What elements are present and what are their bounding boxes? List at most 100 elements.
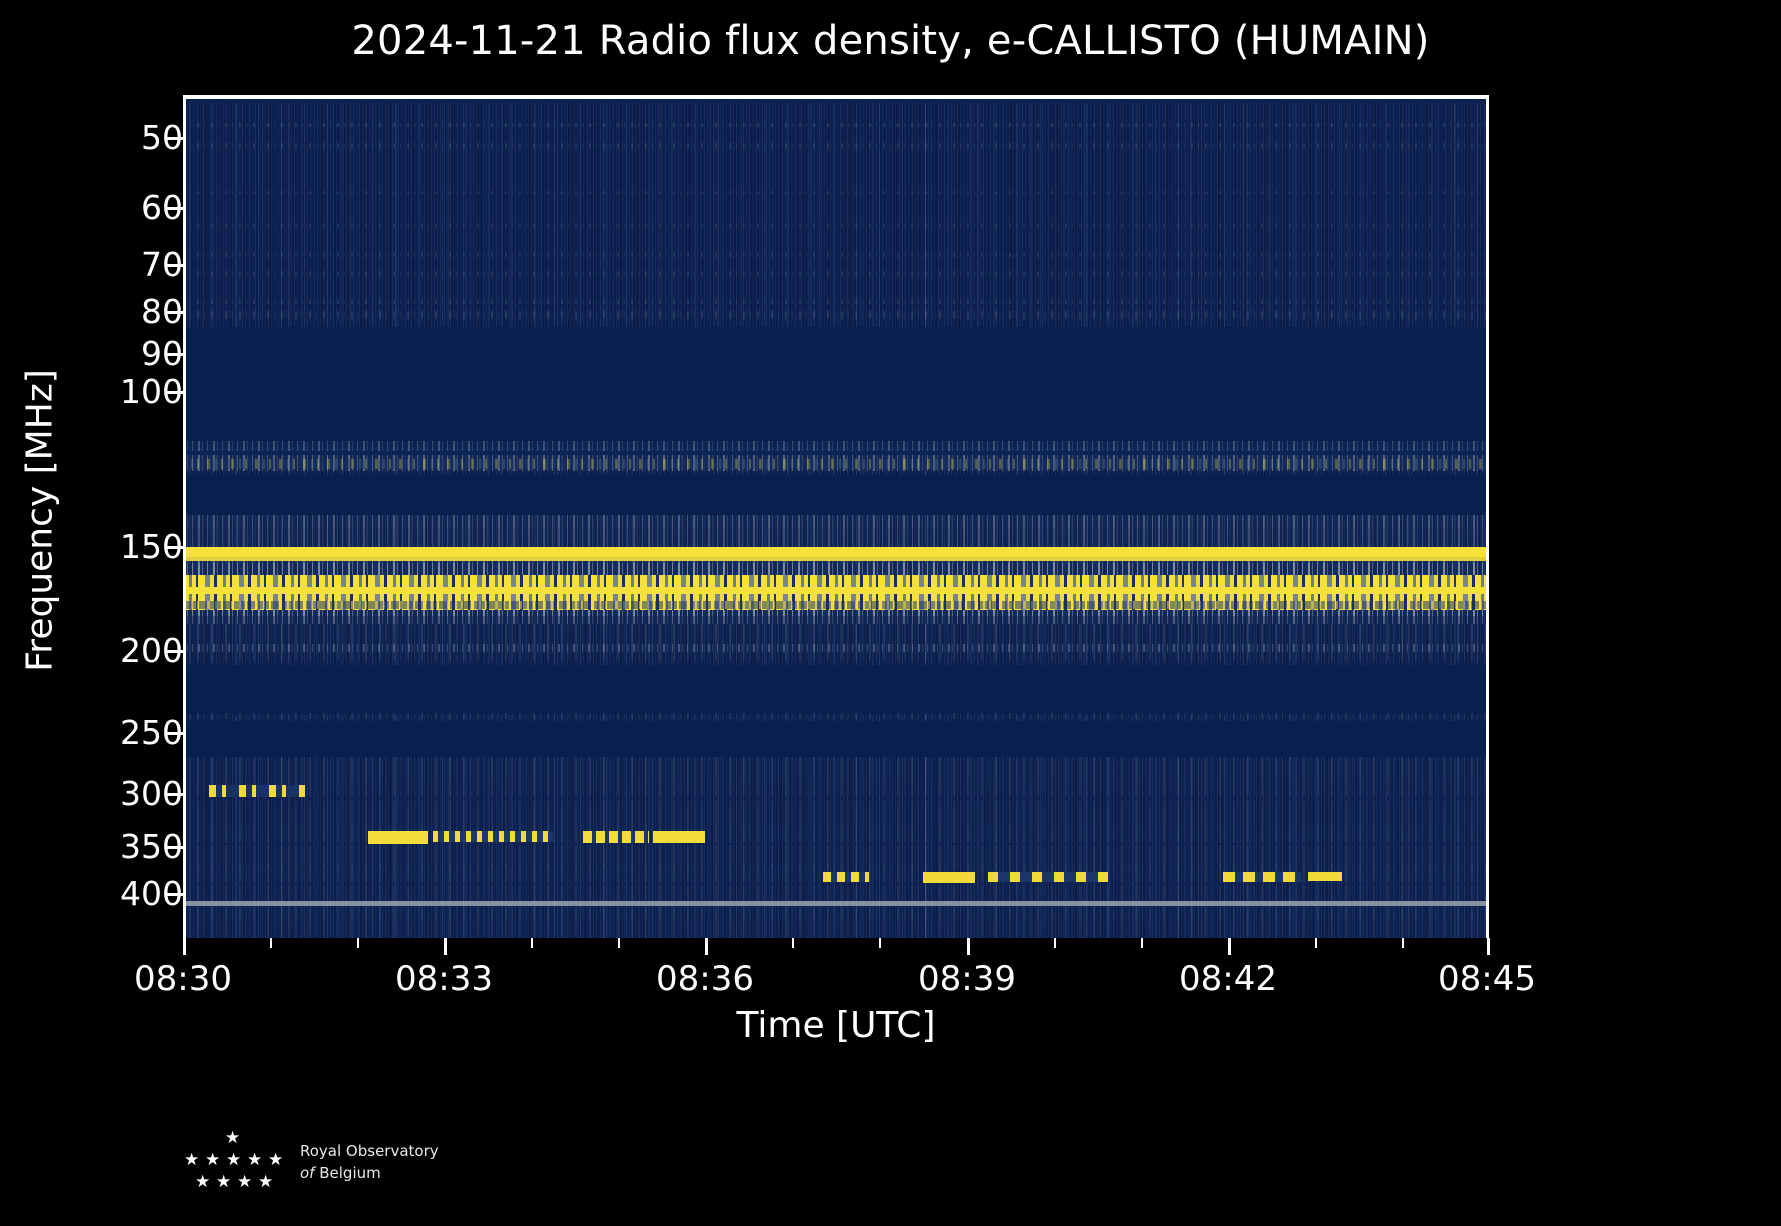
star-icon: ★	[226, 1150, 242, 1170]
burst-350mhz-0836a	[583, 831, 649, 843]
star-icon: ★	[268, 1150, 284, 1170]
xtick-label-0836: 08:36	[656, 959, 754, 999]
star-icon: ★	[184, 1150, 200, 1170]
edge-line-405mhz	[183, 901, 1489, 906]
rfi-burst-125mhz	[183, 459, 1489, 469]
ytick-label-70: 70	[141, 245, 183, 284]
band-82mhz	[183, 311, 1489, 319]
royal-observatory-logo: ★ ★ ★ ★ ★ ★ ★ ★ ★ ★ Royal Observatory of…	[178, 1130, 598, 1206]
plot-top-shade	[183, 95, 1489, 103]
ytick-label-400: 400	[120, 874, 183, 913]
xtick-0840	[1054, 938, 1056, 948]
burst-350mhz-0836b	[653, 831, 705, 843]
logo-text: Royal Observatory of Belgium	[300, 1140, 439, 1184]
rfi-band-415mhz	[183, 907, 1489, 921]
rfi-band-360mhz	[183, 845, 1489, 867]
y-axis-title: Frequency [MHz]	[19, 369, 61, 672]
xtick-0833	[444, 938, 447, 955]
rfi-band-190mhz	[183, 610, 1489, 616]
ytick-label-90: 90	[141, 334, 183, 373]
xtick-label-0839: 08:39	[918, 959, 1016, 999]
logo-of-word: of	[300, 1164, 315, 1182]
star-icon: ★	[195, 1172, 211, 1192]
logo-belgium-word: Belgium	[319, 1164, 381, 1182]
ytick-350	[167, 846, 183, 849]
x-axis-title: Time [UTC]	[736, 1005, 936, 1046]
ytick-label-250: 250	[120, 713, 183, 752]
rfi-band-143mhz	[183, 515, 1489, 529]
logo-line-2: of Belgium	[300, 1162, 439, 1184]
xtick-0831	[270, 938, 272, 948]
quiet-band-255-275	[183, 721, 1489, 757]
rfi-band-320mhz	[183, 801, 1489, 827]
xtick-0830	[183, 938, 186, 955]
bright-rfi-line-157mhz	[183, 557, 1489, 561]
burst-380mhz-0837	[823, 872, 869, 882]
xtick-0844	[1402, 938, 1404, 948]
burst-350mhz-0835	[433, 831, 553, 842]
rfi-band-425mhz	[183, 921, 1489, 938]
rfi-band-395mhz	[183, 885, 1489, 901]
rfi-band-125mhz	[183, 455, 1489, 471]
star-icon: ★	[247, 1150, 263, 1170]
ytick-400	[167, 893, 183, 896]
band-78mhz	[183, 299, 1489, 304]
ytick-50	[167, 137, 183, 140]
band-50mhz	[183, 143, 1489, 149]
band-gap-120	[183, 447, 1489, 455]
rfi-band-160mhz	[183, 563, 1489, 575]
burst-300mhz-0830	[209, 785, 305, 797]
rfi-band-248mhz	[183, 713, 1489, 719]
xtick-0845	[1487, 938, 1490, 955]
rfi-band-195mhz	[183, 636, 1489, 650]
rfi-band-185mhz	[183, 624, 1489, 636]
ytick-label-50: 50	[141, 118, 183, 157]
xtick-label-0845: 08:45	[1438, 959, 1536, 999]
page-title: 2024-11-21 Radio flux density, e-CALLIST…	[351, 18, 1430, 64]
quiet-band-130-140	[183, 475, 1489, 515]
xtick-label-0842: 08:42	[1179, 959, 1277, 999]
ytick-150	[167, 546, 183, 549]
star-icon: ★	[258, 1172, 274, 1192]
burst-380mhz-0839	[923, 872, 975, 883]
xtick-0832	[357, 938, 359, 948]
burst-380mhz-0842	[1223, 872, 1301, 882]
eu-stars-icon: ★ ★ ★ ★ ★ ★ ★ ★ ★ ★	[178, 1130, 293, 1200]
xtick-0841	[1141, 938, 1143, 948]
star-icon: ★	[205, 1150, 221, 1170]
xtick-0835	[618, 938, 620, 948]
band-58mhz	[183, 191, 1489, 194]
logo-line-1: Royal Observatory	[300, 1142, 439, 1160]
ytick-60	[167, 207, 183, 210]
xtick-label-0830: 08:30	[134, 959, 232, 999]
spectrogram-plot	[183, 95, 1489, 938]
noise-layer-3	[183, 95, 1489, 938]
rfi-band-147mhz	[183, 529, 1489, 547]
band-62mhz	[183, 223, 1489, 228]
noise-layer-2	[183, 95, 1489, 938]
burst-380mhz-0840	[988, 872, 1108, 882]
rfi-band-300mhz	[183, 779, 1489, 797]
ytick-label-200: 200	[120, 631, 183, 670]
rfi-band-205mhz	[183, 651, 1489, 661]
band-72mhz	[183, 271, 1489, 277]
rfi-band-122mhz	[183, 441, 1489, 451]
star-icon: ★	[225, 1128, 241, 1148]
quiet-band-90-118	[183, 327, 1489, 447]
xtick-0838	[879, 938, 881, 948]
band-68mhz	[183, 253, 1489, 257]
bright-rfi-line-156mhz	[183, 547, 1489, 557]
xtick-0834	[531, 938, 533, 948]
xtick-0836	[705, 938, 708, 955]
ytick-70	[167, 264, 183, 267]
star-icon: ★	[216, 1172, 232, 1192]
noise-layer-1	[183, 95, 1489, 938]
quiet-band-210-250	[183, 665, 1489, 715]
rfi-burst-182mhz	[183, 601, 1489, 609]
ytick-90	[167, 353, 183, 356]
star-icon: ★	[237, 1172, 253, 1192]
xtick-label-0833: 08:33	[395, 959, 493, 999]
ytick-label-350: 350	[120, 827, 183, 866]
xtick-0842	[1228, 938, 1231, 955]
xtick-0843	[1315, 938, 1317, 948]
